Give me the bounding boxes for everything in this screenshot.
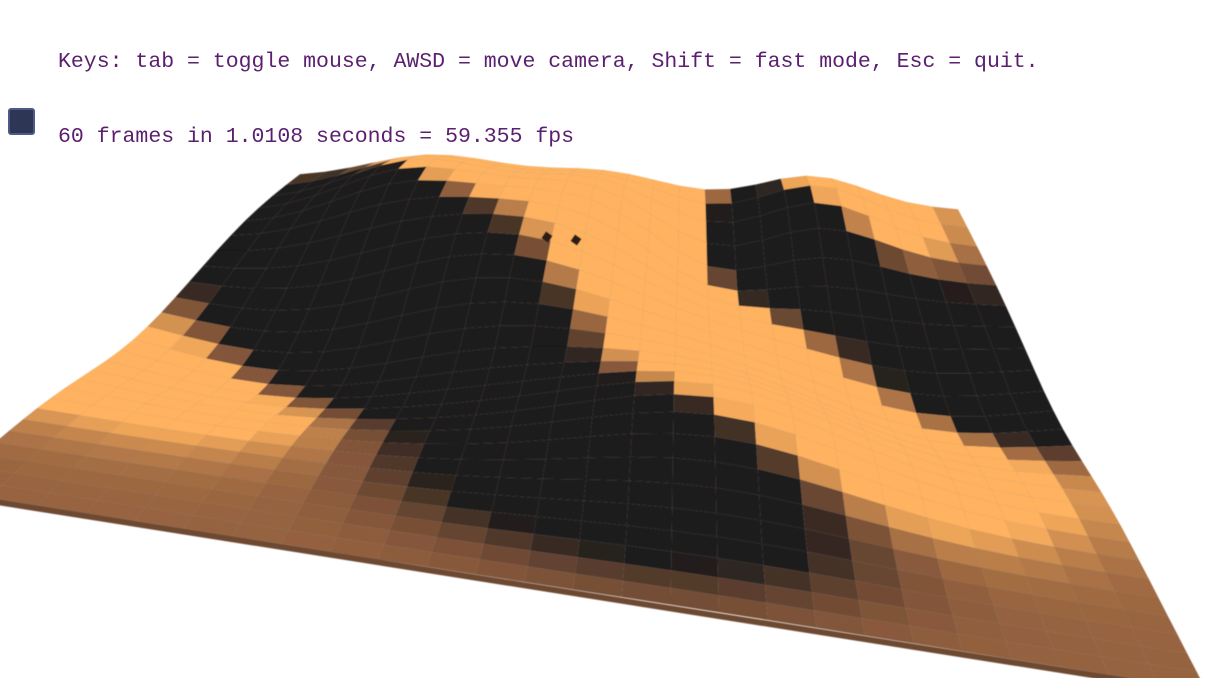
keys-help-text: Keys: tab = toggle mouse, AWSD = move ca… bbox=[58, 50, 1039, 74]
terrain-cell bbox=[526, 346, 568, 366]
terrain-cell bbox=[469, 277, 510, 304]
terrain-cell bbox=[635, 370, 675, 383]
terrain-cell bbox=[672, 433, 716, 463]
terrain-cell bbox=[539, 478, 587, 502]
terrain-cell bbox=[583, 479, 630, 505]
terrain-cell bbox=[822, 257, 858, 290]
terrain-cell bbox=[766, 286, 801, 310]
terrain-cell bbox=[464, 301, 505, 329]
terrain-cell bbox=[786, 202, 819, 233]
terrain-cell bbox=[481, 232, 520, 256]
terrain-cell bbox=[495, 477, 543, 499]
terrain-cell bbox=[487, 213, 525, 235]
terrain-cell bbox=[705, 220, 735, 247]
terrain-cell bbox=[628, 456, 674, 484]
terrain-cell bbox=[348, 418, 397, 431]
terrain-cell bbox=[734, 239, 766, 271]
terrain-cell bbox=[633, 380, 675, 397]
terrain-edge bbox=[0, 499, 1131, 678]
terrain-cell bbox=[706, 242, 737, 271]
terrain-cell bbox=[388, 417, 437, 431]
terrain-cell bbox=[492, 198, 530, 218]
terrain-cell bbox=[790, 227, 824, 261]
terrain-cell bbox=[465, 425, 512, 445]
terrain-cell bbox=[475, 253, 515, 279]
terrain-cell bbox=[423, 428, 472, 445]
terrain-cell bbox=[499, 301, 540, 327]
terrain-cell bbox=[826, 285, 863, 317]
terrain-cell bbox=[418, 443, 467, 460]
terrain-cell bbox=[545, 436, 591, 460]
terrain-cell bbox=[1100, 656, 1156, 678]
terrain-cell bbox=[630, 433, 674, 459]
terrain-cell bbox=[458, 325, 501, 353]
fps-counter: 60 frames in 1.0108 seconds = 59.355 fps bbox=[58, 125, 575, 149]
terrain-cell bbox=[672, 411, 716, 438]
terrain-cell bbox=[673, 393, 715, 415]
terrain-marker bbox=[570, 234, 582, 246]
terrain-marker bbox=[541, 231, 553, 243]
terrain-cell bbox=[589, 412, 634, 437]
mouse-toggle-button[interactable] bbox=[8, 108, 35, 135]
terrain-cell bbox=[793, 257, 828, 287]
terrain-cell bbox=[632, 393, 675, 414]
terrain-cell bbox=[429, 414, 476, 431]
terrain-cell bbox=[455, 459, 504, 478]
terrain-cell bbox=[563, 346, 604, 363]
terrain-cell bbox=[705, 203, 734, 223]
terrain-mesh bbox=[0, 154, 1201, 678]
terrain-cell bbox=[631, 411, 674, 435]
terrain-cell bbox=[585, 456, 631, 482]
terrain-cell bbox=[502, 439, 550, 461]
terrain-cell bbox=[735, 265, 768, 292]
terrain-cell bbox=[504, 277, 544, 305]
terrain-cell bbox=[627, 480, 673, 509]
hud-overlay: Keys: tab = toggle mouse, AWSD = move ca… bbox=[58, 0, 1039, 200]
terrain-cell bbox=[530, 325, 571, 347]
terrain-cell bbox=[316, 408, 365, 420]
terrain-cell bbox=[672, 457, 717, 489]
terrain-cell bbox=[796, 285, 832, 313]
terrain-cell bbox=[498, 458, 547, 480]
terrain-cell bbox=[460, 442, 508, 461]
terrain-cell bbox=[737, 289, 770, 309]
terrain-cell bbox=[587, 433, 633, 459]
terrain-cell bbox=[494, 325, 536, 349]
terrain-cell bbox=[382, 430, 431, 445]
terrain-cell bbox=[542, 457, 589, 480]
terrain-cell bbox=[1148, 663, 1201, 678]
